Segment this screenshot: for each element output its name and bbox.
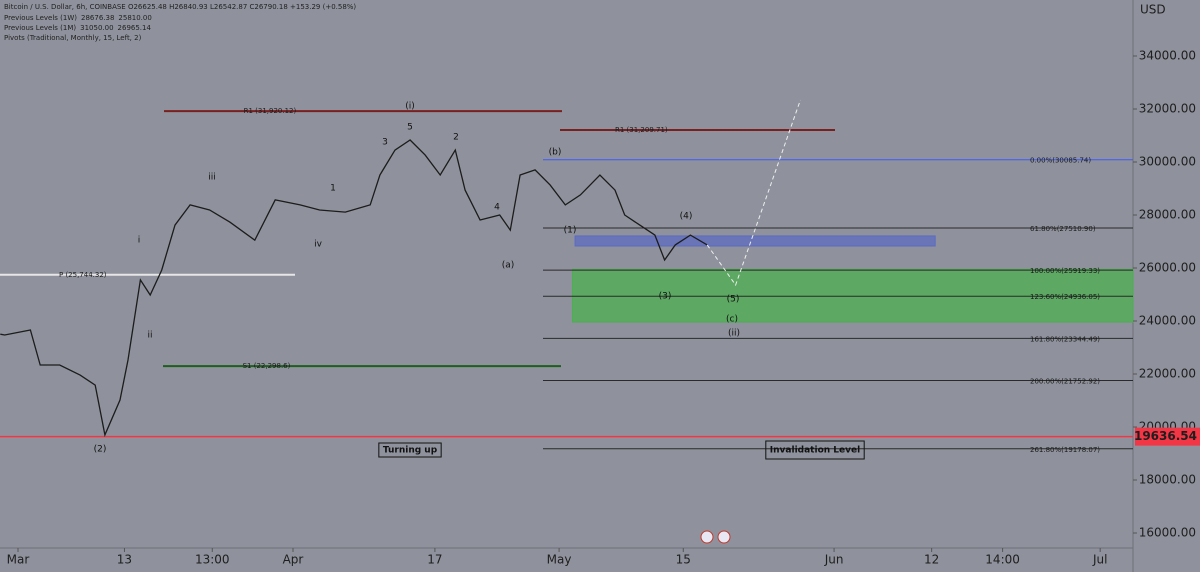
zone [574, 235, 936, 247]
fib-label: 161.80%(23344.49) [1030, 335, 1100, 343]
wave-label: (2) [94, 445, 107, 455]
x-tick-label: 14:00 [985, 553, 1020, 567]
wave-label: Invalidation Level [770, 446, 860, 456]
zone [571, 268, 1134, 323]
event-icon[interactable] [717, 530, 731, 544]
wave-label: iii [208, 173, 216, 183]
x-tick-label: 13:00 [195, 553, 230, 567]
price-line-series [0, 139, 708, 438]
x-tick-label: Jun [824, 553, 844, 567]
y-tick-label: 34000.00 [1139, 48, 1196, 62]
projection [706, 99, 801, 287]
y-tick-label: 26000.00 [1139, 260, 1196, 274]
wave-label: (b) [549, 148, 562, 158]
fib-label: 0.00%(30085.74) [1030, 157, 1091, 165]
x-tick-label: May [547, 553, 572, 567]
x-tick-label: 17 [427, 553, 442, 567]
wave-label: 3 [382, 138, 388, 148]
wave-label: iv [314, 240, 323, 250]
wave-label: (1) [564, 226, 577, 236]
wave-label: (3) [659, 292, 672, 302]
wave-label: i [138, 236, 141, 246]
y-tick-label: 24000.00 [1139, 313, 1196, 327]
y-tick-label: 30000.00 [1139, 154, 1196, 168]
x-tick-label: Apr [283, 553, 304, 567]
y-tick-label: 32000.00 [1139, 101, 1196, 115]
wave-label: (c) [726, 315, 738, 325]
fib-label: 61.80%(27510.90) [1030, 225, 1096, 233]
price-tag-box [1135, 427, 1200, 446]
wave-label: (i) [405, 102, 415, 112]
y-tick-label: 22000.00 [1139, 366, 1196, 380]
pivot-label: S1 (22,298.6) [243, 362, 291, 370]
price-tag-label: 19636.54 [1134, 429, 1197, 443]
fib-label: 261.80%(19178.07) [1030, 446, 1100, 454]
wave-label: Turning up [383, 446, 438, 456]
pivot-label: P (25,744.32) [59, 271, 107, 279]
x-tick-label: 13 [117, 553, 132, 567]
indicator-label: Pivots (Traditional, Monthly, 15, Left, … [4, 34, 142, 42]
x-tick-label: Jul [1092, 553, 1107, 567]
x-tick-label: 15 [676, 553, 691, 567]
indicator-value: 28676.38 [81, 14, 114, 22]
indicator-label: Previous Levels (1W) [4, 14, 77, 22]
wave-label: (ii) [728, 329, 740, 339]
y-tick-label: 18000.00 [1139, 473, 1196, 487]
y-axis-label: USD [1140, 3, 1166, 17]
pivot-label: R1 (31,920.12) [244, 107, 297, 115]
event-icon[interactable] [700, 530, 714, 544]
wave-label: 5 [407, 123, 413, 133]
fib-label: 200.00%(21752.92) [1030, 378, 1100, 386]
x-tick-label: Mar [7, 553, 30, 567]
y-tick-label: 28000.00 [1139, 207, 1196, 221]
annotation-box [765, 440, 865, 460]
indicator-label: Previous Levels (1M) [4, 24, 76, 32]
chart-title: Bitcoin / U.S. Dollar, 6h, COINBASE O266… [4, 3, 356, 11]
wave-label: (5) [727, 295, 740, 305]
annotation-box [378, 442, 442, 458]
wave-label: (4) [680, 212, 693, 222]
fib-label: 100.00%(25919.33) [1030, 267, 1100, 275]
wave-label: 1 [330, 184, 336, 194]
wave-label: ii [147, 331, 152, 341]
indicator-value: 31050.00 [80, 24, 113, 32]
indicator-value: 26965.14 [118, 24, 152, 32]
fib-label: 123.60%(24936.05) [1030, 293, 1100, 301]
wave-label: 4 [494, 203, 500, 213]
pivot-label: R1 (31,209.71) [615, 126, 668, 134]
y-tick-label: 16000.00 [1139, 526, 1196, 540]
wave-label: (a) [502, 261, 515, 271]
wave-label: 2 [453, 133, 459, 143]
x-tick-label: 12 [924, 553, 939, 567]
indicator-value: 25810.00 [118, 14, 151, 22]
